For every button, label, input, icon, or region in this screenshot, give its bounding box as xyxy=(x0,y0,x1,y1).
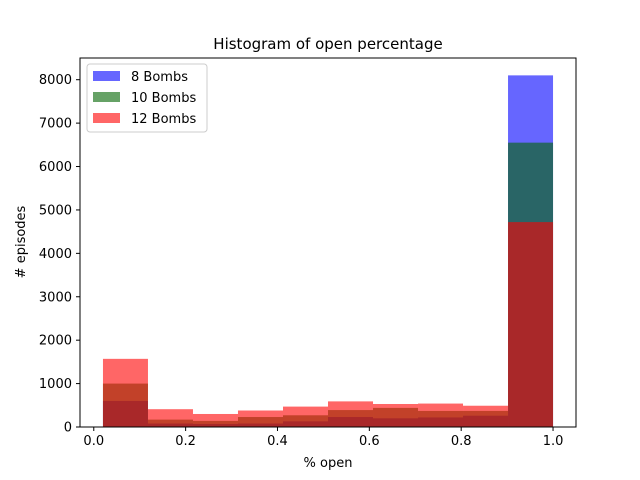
y-tick-label: 8000 xyxy=(39,73,72,88)
y-tick-label: 2000 xyxy=(39,334,72,349)
y-tick-label: 0 xyxy=(64,421,72,436)
bar-series-3-bin-10 xyxy=(508,222,554,427)
x-axis-label: % open xyxy=(304,456,353,471)
legend-swatch-10-bombs xyxy=(93,92,120,102)
y-tick-label: 1000 xyxy=(39,377,72,392)
legend-label-12-bombs: 12 Bombs xyxy=(131,112,196,127)
x-tick-label: 0.2 xyxy=(175,434,196,449)
bar-series-3-bin-9 xyxy=(463,405,509,427)
bar-series-3-bin-3 xyxy=(192,413,238,427)
x-axis-ticks: 0.0 0.2 0.4 0.6 0.8 1.0 xyxy=(83,427,563,449)
bar-series-3-bin-1 xyxy=(102,358,148,427)
y-axis-label: # episodes xyxy=(14,205,29,278)
histogram-bars xyxy=(102,75,554,427)
legend-label-10-bombs: 10 Bombs xyxy=(131,91,196,106)
y-tick-label: 4000 xyxy=(39,247,72,262)
legend-swatch-8-bombs xyxy=(93,71,120,81)
legend: 8 Bombs 10 Bombs 12 Bombs xyxy=(86,63,208,133)
axes-frame xyxy=(79,57,577,428)
y-tick-label: 7000 xyxy=(39,117,72,132)
x-tick-label: 1.0 xyxy=(543,434,564,449)
x-tick-label: 0.8 xyxy=(451,434,472,449)
y-tick-label: 6000 xyxy=(39,160,72,175)
x-tick-label: 0.0 xyxy=(83,434,104,449)
y-tick-label: 5000 xyxy=(39,203,72,218)
legend-label-8-bombs: 8 Bombs xyxy=(131,70,188,85)
legend-swatch-12-bombs xyxy=(93,113,120,123)
bar-series-3-bin-4 xyxy=(237,410,283,427)
y-axis-ticks: 0 1000 2000 3000 4000 5000 6000 7000 8000 xyxy=(39,73,80,436)
x-tick-label: 0.6 xyxy=(359,434,380,449)
bar-series-3-bin-6 xyxy=(328,401,374,427)
bar-series-3-bin-8 xyxy=(418,403,464,427)
y-tick-label: 3000 xyxy=(39,290,72,305)
chart-title: Histogram of open percentage xyxy=(213,35,442,53)
bar-series-3-bin-2 xyxy=(147,409,193,427)
bar-series-3-bin-7 xyxy=(373,403,419,427)
x-tick-label: 0.4 xyxy=(267,434,288,449)
bar-series-3-bin-5 xyxy=(282,406,328,427)
